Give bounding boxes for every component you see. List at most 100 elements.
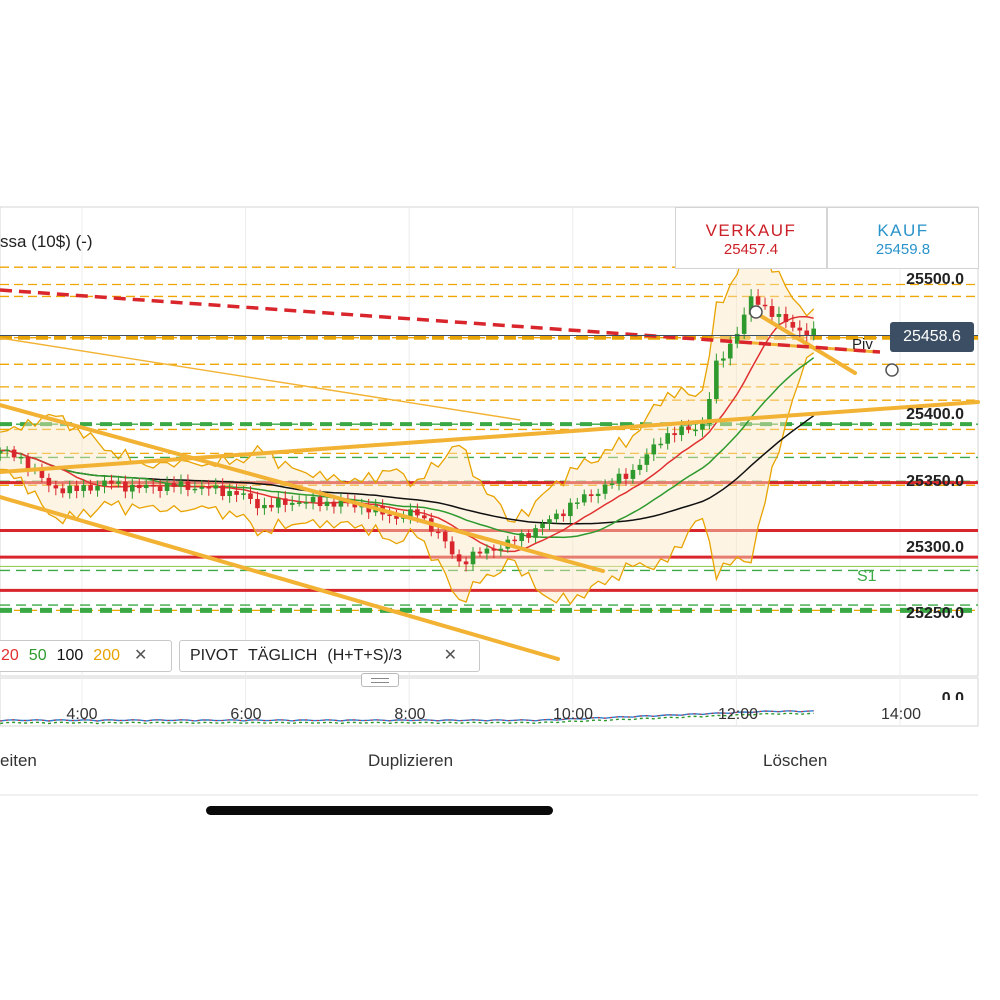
- instrument-name: ssa (10$) (-): [0, 232, 93, 251]
- candle-body: [672, 433, 677, 436]
- candles: [0, 289, 817, 572]
- ma-period-100: 100: [56, 647, 84, 664]
- candle-body: [150, 484, 156, 487]
- candle-body: [123, 481, 128, 492]
- candle-body: [88, 485, 93, 491]
- pivot-period: TÄGLICH: [248, 647, 318, 664]
- candle-body: [53, 485, 59, 489]
- candle-body: [679, 426, 684, 436]
- candle-body: [67, 485, 73, 494]
- candle-body: [338, 500, 344, 507]
- candle-body: [213, 485, 219, 489]
- candle-body: [623, 473, 629, 479]
- candle-body: [714, 360, 719, 400]
- candle-body: [39, 467, 45, 478]
- candle-body: [136, 484, 142, 489]
- edit-button[interactable]: eiten: [0, 751, 37, 770]
- buy-price: 25459.8: [875, 241, 931, 258]
- candle-body: [220, 485, 225, 497]
- candle-body: [748, 296, 754, 315]
- candle-body: [449, 541, 455, 555]
- candle-body: [102, 480, 107, 486]
- x-tick-label: 12:00: [717, 706, 759, 723]
- x-tick-label: 6:00: [230, 706, 262, 723]
- candle-body: [811, 328, 817, 336]
- candle-body: [164, 483, 170, 491]
- candle-body: [234, 491, 239, 495]
- sell-price: 25457.4: [723, 241, 779, 258]
- candle-body: [408, 509, 413, 518]
- candle-body: [783, 314, 789, 322]
- candle-body: [276, 498, 281, 508]
- trend-line: [0, 337, 521, 421]
- candle-body: [116, 481, 121, 484]
- ma-period-20: 20: [1, 647, 19, 664]
- candle-body: [797, 327, 803, 331]
- x-tick-label: 10:00: [552, 706, 594, 723]
- sell-button[interactable]: VERKAUF 25457.4: [675, 207, 827, 269]
- trend-line: [754, 311, 857, 375]
- delete-button[interactable]: Löschen: [763, 751, 828, 770]
- candle-body: [547, 519, 552, 524]
- candle-body: [269, 504, 274, 508]
- moving-average-chip[interactable]: 20 50 100 200 ✕: [0, 640, 172, 672]
- candle-body: [769, 306, 775, 317]
- candle-body: [762, 304, 768, 307]
- buy-button[interactable]: KAUF 25459.8: [827, 207, 979, 269]
- candle-body: [790, 321, 796, 328]
- red-trend-line: [739, 340, 881, 354]
- candle-body: [727, 343, 733, 359]
- close-icon[interactable]: ✕: [443, 647, 457, 664]
- ma-period-50: 50: [28, 647, 47, 664]
- candle-body: [776, 314, 782, 317]
- candle-body: [262, 504, 267, 509]
- current-price-tag: 25458.6: [890, 322, 974, 352]
- candle-body: [46, 477, 52, 486]
- candle-body: [693, 429, 698, 432]
- candle-body: [324, 501, 330, 507]
- candle-body: [442, 531, 448, 542]
- candle-body: [526, 533, 531, 538]
- candle-body: [310, 496, 316, 503]
- candle-body: [255, 498, 260, 509]
- candle-body: [366, 505, 372, 513]
- candle-body: [561, 513, 566, 517]
- candle-body: [658, 443, 664, 446]
- candle-body: [644, 454, 650, 465]
- candle-body: [491, 548, 497, 551]
- bollinger-lower: [0, 352, 815, 606]
- candle-body: [741, 314, 747, 334]
- x-tick-label: 8:00: [394, 706, 426, 723]
- close-icon[interactable]: ✕: [134, 647, 148, 664]
- candle-body: [387, 514, 392, 516]
- candle-body: [25, 456, 31, 470]
- candle-body: [581, 494, 587, 503]
- oscillator-signal-line: [0, 712, 814, 725]
- candle-body: [143, 484, 149, 489]
- pivot-indicator-chip[interactable]: PIVOT TÄGLICH (H+T+S)/3 ✕: [179, 640, 480, 672]
- candle-body: [81, 485, 86, 492]
- price-chart[interactable]: [0, 0, 1000, 800]
- candle-body: [470, 551, 476, 565]
- pivot-label: PIVOT: [190, 647, 239, 664]
- candle-body: [630, 469, 636, 479]
- panel-resize-handle[interactable]: [361, 673, 399, 687]
- duplicate-button[interactable]: Duplizieren: [368, 751, 454, 770]
- candle-body: [707, 399, 712, 424]
- candle-body: [130, 484, 135, 492]
- candle-body: [422, 515, 427, 519]
- y-tick-label: 25500.0: [906, 271, 964, 288]
- candle-body: [484, 548, 490, 554]
- candle-body: [227, 491, 232, 497]
- y-tick-label: 25350.0: [906, 473, 964, 490]
- candle-body: [74, 485, 79, 492]
- candle-body: [303, 502, 309, 504]
- candle-body: [463, 561, 469, 565]
- candle-body: [4, 449, 10, 452]
- s1-line-label: S1: [857, 568, 877, 585]
- candle-body: [317, 496, 323, 507]
- candle-body: [109, 480, 114, 484]
- candle-body: [512, 539, 518, 542]
- lower-indicator-panel: [0, 677, 979, 727]
- candle-body: [171, 483, 177, 487]
